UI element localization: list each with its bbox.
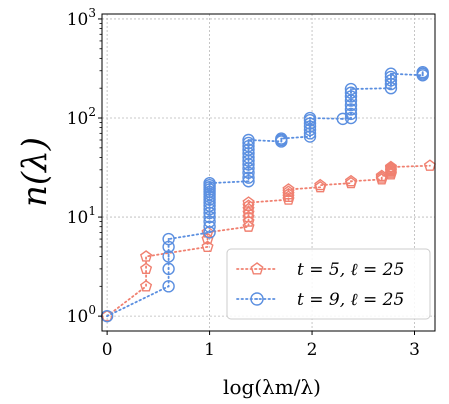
data-point [162,250,175,263]
data-point-center [208,186,211,189]
data-point [423,159,436,171]
data-series [100,66,436,323]
data-point [384,74,398,87]
data-point-center [167,238,170,241]
data-point-center [247,180,250,183]
data-point-center [308,117,311,120]
data-point-center [389,72,392,75]
data-point-center [389,75,392,78]
data-point-center [421,74,424,77]
legend-label: t = 5, ℓ = 25 [297,260,404,280]
data-point [282,183,295,195]
data-point [162,240,175,254]
y-axis-label: n(λ) [15,137,55,207]
data-point [344,90,358,103]
data-point [303,130,317,143]
data-point-center [208,211,211,214]
data-point [162,262,175,276]
data-point [384,70,398,84]
data-point-center [247,156,250,159]
data-point-center [247,141,250,144]
data-point-center [167,245,170,248]
plot-frame [101,13,436,332]
data-point-center [208,184,211,187]
data-point-center [167,255,170,258]
y-tick-label: 100 [67,303,96,327]
data-point [242,175,255,188]
data-point [384,160,397,173]
data-point-center [349,88,352,91]
y-tick-label: 103 [67,6,96,30]
data-point-center [167,285,170,288]
series-2 [100,66,429,323]
data-point-center [247,159,250,162]
legend-entry-2: t = 9, ℓ = 25 [236,290,404,310]
data-point-center [247,152,250,155]
legend-marker [250,262,264,275]
data-point [344,174,358,187]
data-point-center [341,117,344,120]
data-point [303,127,317,140]
data-point-center [106,315,109,318]
data-point-center [208,182,211,185]
data-point [203,176,216,190]
data-point-center [349,91,352,94]
data-point [344,111,358,125]
legend-label: t = 9, ℓ = 25 [297,290,404,310]
data-point [242,136,255,150]
data-point [140,250,153,262]
data-point [242,133,255,147]
data-point [314,178,327,191]
data-point-center [349,95,352,98]
data-point [140,279,153,292]
data-point-center [280,140,283,143]
data-point-center [421,71,424,74]
x-tick-label: 3 [409,340,420,360]
axis-ticks: 0 1 2 3 100 101 102 103 [67,6,420,360]
data-point-center [421,72,424,75]
data-point [162,280,175,293]
x-tick-label: 1 [204,340,215,360]
data-point-center [349,99,352,102]
legend-entry-1: t = 5, ℓ = 25 [236,260,404,280]
data-point-center [167,267,170,270]
data-point [242,166,255,179]
legend-marker-center [256,298,258,300]
data-point-center [389,83,392,86]
data-point [303,111,317,125]
data-point-center [247,138,250,141]
data-point [275,132,288,145]
y-tick-label: 101 [67,204,96,228]
data-point [344,107,358,121]
data-point [140,262,153,275]
data-point [242,196,255,208]
data-point-center [308,132,311,135]
data-point-center [308,135,311,138]
data-point [242,143,255,156]
data-point [416,66,429,79]
x-tick-label: 0 [102,340,113,360]
data-point-center [349,117,352,120]
legend-box [226,248,431,320]
x-tick-label: 2 [307,340,318,360]
data-point [344,82,358,96]
y-tick-label: 102 [67,105,96,129]
data-point [344,86,358,99]
data-point-center [308,119,311,122]
data-point-center [389,87,392,90]
data-point-center [247,167,250,170]
x-axis-label: log(λm/λ) [223,375,321,399]
data-point [201,240,214,253]
legend-marker [250,292,264,306]
data-point-center [280,138,283,141]
data-point-center [280,137,283,140]
data-point-center [208,216,211,219]
data-point [344,103,358,116]
legend: t = 5, ℓ = 25 t = 9, ℓ = 25 [226,248,431,320]
data-point-center [247,163,250,166]
data-point [203,203,216,216]
data-point [162,232,175,246]
data-point [384,67,398,80]
